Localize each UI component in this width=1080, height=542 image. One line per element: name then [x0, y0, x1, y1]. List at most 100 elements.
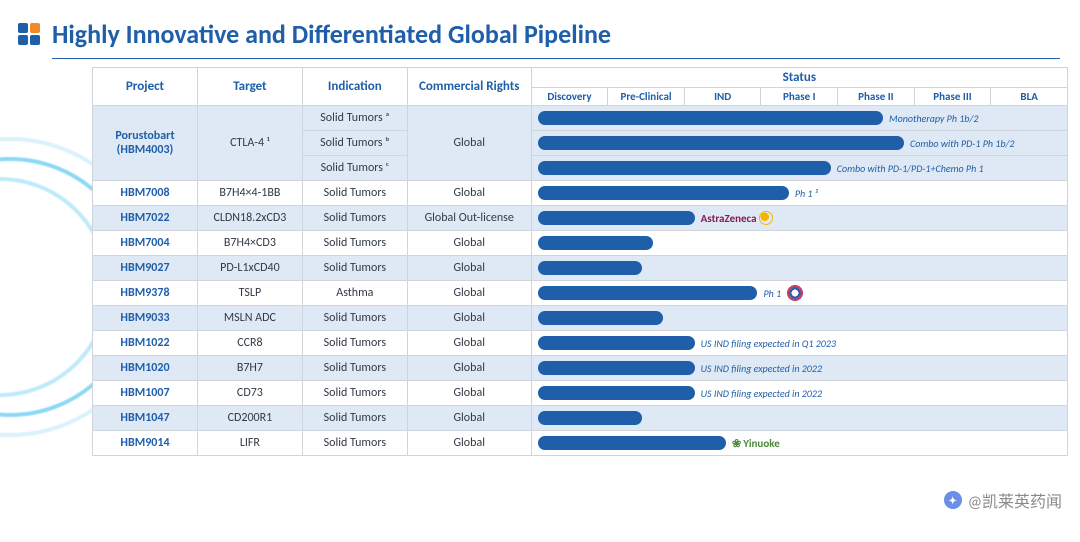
- project-cell: HBM9027: [93, 256, 198, 281]
- indication-cell: Solid Tumors: [302, 256, 407, 281]
- yinuoke-icon: ❀: [732, 437, 741, 450]
- target-cell: CD200R1: [197, 406, 302, 431]
- table-row: HBM7022CLDN18.2xCD3Solid TumorsGlobal Ou…: [93, 206, 1068, 231]
- target-cell: CD73: [197, 381, 302, 406]
- status-bar-cell: [531, 256, 1067, 281]
- project-cell: HBM7022: [93, 206, 198, 231]
- phase-head-3: Phase I: [761, 88, 838, 106]
- indication-cell: Solid Tumors: [302, 306, 407, 331]
- col-project: Project: [93, 68, 198, 106]
- target-cell: MSLN ADC: [197, 306, 302, 331]
- decorative-rings: [0, 97, 92, 537]
- indication-cell: Solid Tumors: [302, 206, 407, 231]
- phase-head-1: Pre-Clinical: [608, 88, 685, 106]
- col-indication: Indication: [302, 68, 407, 106]
- col-target: Target: [197, 68, 302, 106]
- badge-icon: [787, 285, 803, 301]
- watermark: ✦ @凯莱英药闻: [944, 488, 1062, 512]
- indication-cell: Solid Tumors ᶜ: [302, 156, 407, 181]
- project-cell: HBM1020: [93, 356, 198, 381]
- commercial-cell: Global: [407, 381, 531, 406]
- indication-cell: Solid Tumors ᵇ: [302, 131, 407, 156]
- phase-head-6: BLA: [991, 88, 1068, 106]
- progress-bar: [538, 336, 695, 350]
- partner-label: AstraZeneca: [701, 211, 773, 225]
- indication-cell: Solid Tumors: [302, 356, 407, 381]
- bar-label: US IND filing expected in 2022: [701, 362, 822, 375]
- partner-label: ❀Yinuoke: [732, 437, 780, 450]
- commercial-cell: Global: [407, 331, 531, 356]
- progress-bar: [538, 386, 695, 400]
- commercial-cell: Global: [407, 406, 531, 431]
- commercial-cell: Global: [407, 106, 531, 181]
- content: Project Target Indication Commercial Rig…: [0, 67, 1080, 537]
- phase-head-5: Phase III: [914, 88, 991, 106]
- target-cell: TSLP: [197, 281, 302, 306]
- bar-label: US IND filing expected in Q1 2023: [701, 337, 836, 350]
- phase-head-2: IND: [684, 88, 761, 106]
- logo-icon: [18, 23, 40, 45]
- watermark-text: @凯莱英药闻: [968, 488, 1062, 512]
- indication-cell: Solid Tumors: [302, 381, 407, 406]
- target-cell: B7H4×CD3: [197, 231, 302, 256]
- target-cell: LIFR: [197, 431, 302, 456]
- table-row: HBM7008B7H4×4-1BBSolid TumorsGlobalPh 1 …: [93, 181, 1068, 206]
- bar-label: Combo with PD-1 Ph 1b/2: [910, 137, 1014, 150]
- table-row: HBM1020B7H7Solid TumorsGlobalUS IND fili…: [93, 356, 1068, 381]
- status-bar-cell: AstraZeneca: [531, 206, 1067, 231]
- indication-cell: Asthma: [302, 281, 407, 306]
- project-cell: Porustobart(HBM4003): [93, 106, 198, 181]
- col-status: Status: [531, 68, 1067, 88]
- pipeline-table: Project Target Indication Commercial Rig…: [92, 67, 1068, 456]
- commercial-cell: Global Out-license: [407, 206, 531, 231]
- indication-cell: Solid Tumors: [302, 406, 407, 431]
- page-title: Highly Innovative and Differentiated Glo…: [52, 18, 611, 50]
- header-row-1: Project Target Indication Commercial Rig…: [93, 68, 1068, 88]
- commercial-cell: Global: [407, 181, 531, 206]
- table-row: HBM1007CD73Solid TumorsGlobalUS IND fili…: [93, 381, 1068, 406]
- status-bar-cell: [531, 306, 1067, 331]
- status-bar-cell: Combo with PD-1/PD-1+Chemo Ph 1: [531, 156, 1067, 181]
- target-cell: B7H7: [197, 356, 302, 381]
- project-cell: HBM7008: [93, 181, 198, 206]
- pipeline-tbody: Porustobart(HBM4003)CTLA-4 ¹Solid Tumors…: [93, 106, 1068, 456]
- target-cell: CLDN18.2xCD3: [197, 206, 302, 231]
- status-bar-cell: Monotherapy Ph 1b/2: [531, 106, 1067, 131]
- status-bar-cell: Combo with PD-1 Ph 1b/2: [531, 131, 1067, 156]
- table-row: HBM9378TSLPAsthmaGlobalPh 1: [93, 281, 1068, 306]
- commercial-cell: Global: [407, 306, 531, 331]
- target-cell: B7H4×4-1BB: [197, 181, 302, 206]
- table-row: HBM1022CCR8Solid TumorsGlobalUS IND fili…: [93, 331, 1068, 356]
- progress-bar: [538, 236, 653, 250]
- bar-label: Combo with PD-1/PD-1+Chemo Ph 1: [837, 162, 984, 175]
- indication-cell: Solid Tumors ᵃ: [302, 106, 407, 131]
- title-underline: [52, 58, 1060, 59]
- bar-label: Ph 1: [763, 287, 781, 300]
- table-row: HBM9033MSLN ADCSolid TumorsGlobal: [93, 306, 1068, 331]
- commercial-cell: Global: [407, 431, 531, 456]
- progress-bar: [538, 261, 643, 275]
- bar-label: Ph 1 ²: [795, 187, 818, 200]
- progress-bar: [538, 411, 643, 425]
- progress-bar: [538, 436, 726, 450]
- title-row: Highly Innovative and Differentiated Glo…: [0, 0, 1080, 58]
- project-cell: HBM7004: [93, 231, 198, 256]
- project-cell: HBM1007: [93, 381, 198, 406]
- status-bar-cell: Ph 1 ²: [531, 181, 1067, 206]
- progress-bar: [538, 136, 904, 150]
- status-bar-cell: US IND filing expected in Q1 2023: [531, 331, 1067, 356]
- progress-bar: [538, 361, 695, 375]
- project-cell: HBM9033: [93, 306, 198, 331]
- status-bar-cell: US IND filing expected in 2022: [531, 381, 1067, 406]
- status-bar-cell: Ph 1: [531, 281, 1067, 306]
- progress-bar: [538, 161, 831, 175]
- indication-cell: Solid Tumors: [302, 431, 407, 456]
- project-cell: HBM1047: [93, 406, 198, 431]
- project-cell: HBM9014: [93, 431, 198, 456]
- table-row: HBM7004B7H4×CD3Solid TumorsGlobal: [93, 231, 1068, 256]
- col-commercial: Commercial Rights: [407, 68, 531, 106]
- status-bar-cell: US IND filing expected in 2022: [531, 356, 1067, 381]
- indication-cell: Solid Tumors: [302, 331, 407, 356]
- astrazeneca-icon: [759, 211, 773, 225]
- indication-cell: Solid Tumors: [302, 231, 407, 256]
